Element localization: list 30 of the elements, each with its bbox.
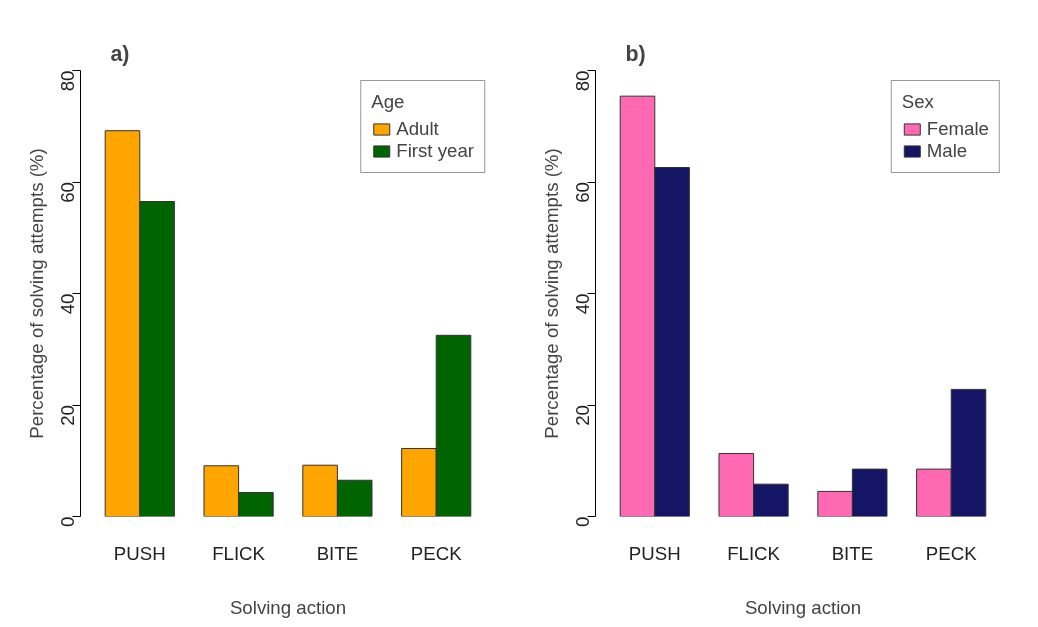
y-tick-label: 20 xyxy=(57,404,78,426)
x-tick-label: PECK xyxy=(410,542,463,564)
x-tick-label: FLICK xyxy=(212,542,266,564)
y-tick-label: 40 xyxy=(572,293,593,315)
y-tick-label: 80 xyxy=(572,70,593,92)
legend-label: Female xyxy=(926,118,989,140)
y-tick-label: 80 xyxy=(57,70,78,92)
x-tick-label: PUSH xyxy=(113,542,166,564)
x-tick-label: BITE xyxy=(316,542,359,564)
y-tick-label: 20 xyxy=(572,404,593,426)
x-tick-label: BITE xyxy=(831,542,874,564)
legend-title: Sex xyxy=(901,91,935,113)
y-tick-label: 60 xyxy=(572,181,593,203)
chart-title: a) xyxy=(110,41,130,66)
legend-label: Male xyxy=(926,140,968,162)
x-tick-label: FLICK xyxy=(727,542,781,564)
y-axis-title: Percentage of solving attempts (%) xyxy=(25,148,47,439)
y-tick-label: 60 xyxy=(57,181,78,203)
y-axis-title: Percentage of solving attempts (%) xyxy=(540,148,562,439)
x-axis-title: Solving action xyxy=(229,596,347,618)
y-tick-label: 0 xyxy=(572,516,593,527)
legend-title: Age xyxy=(371,91,406,113)
x-tick-label: PECK xyxy=(925,542,978,564)
legend-label: Adult xyxy=(396,118,439,140)
chart-title: b) xyxy=(625,41,646,66)
y-tick-label: 40 xyxy=(57,293,78,315)
x-tick-label: PUSH xyxy=(628,542,681,564)
x-axis-title: Solving action xyxy=(744,596,862,618)
y-tick-label: 0 xyxy=(57,516,78,527)
legend-label: First year xyxy=(396,140,474,162)
